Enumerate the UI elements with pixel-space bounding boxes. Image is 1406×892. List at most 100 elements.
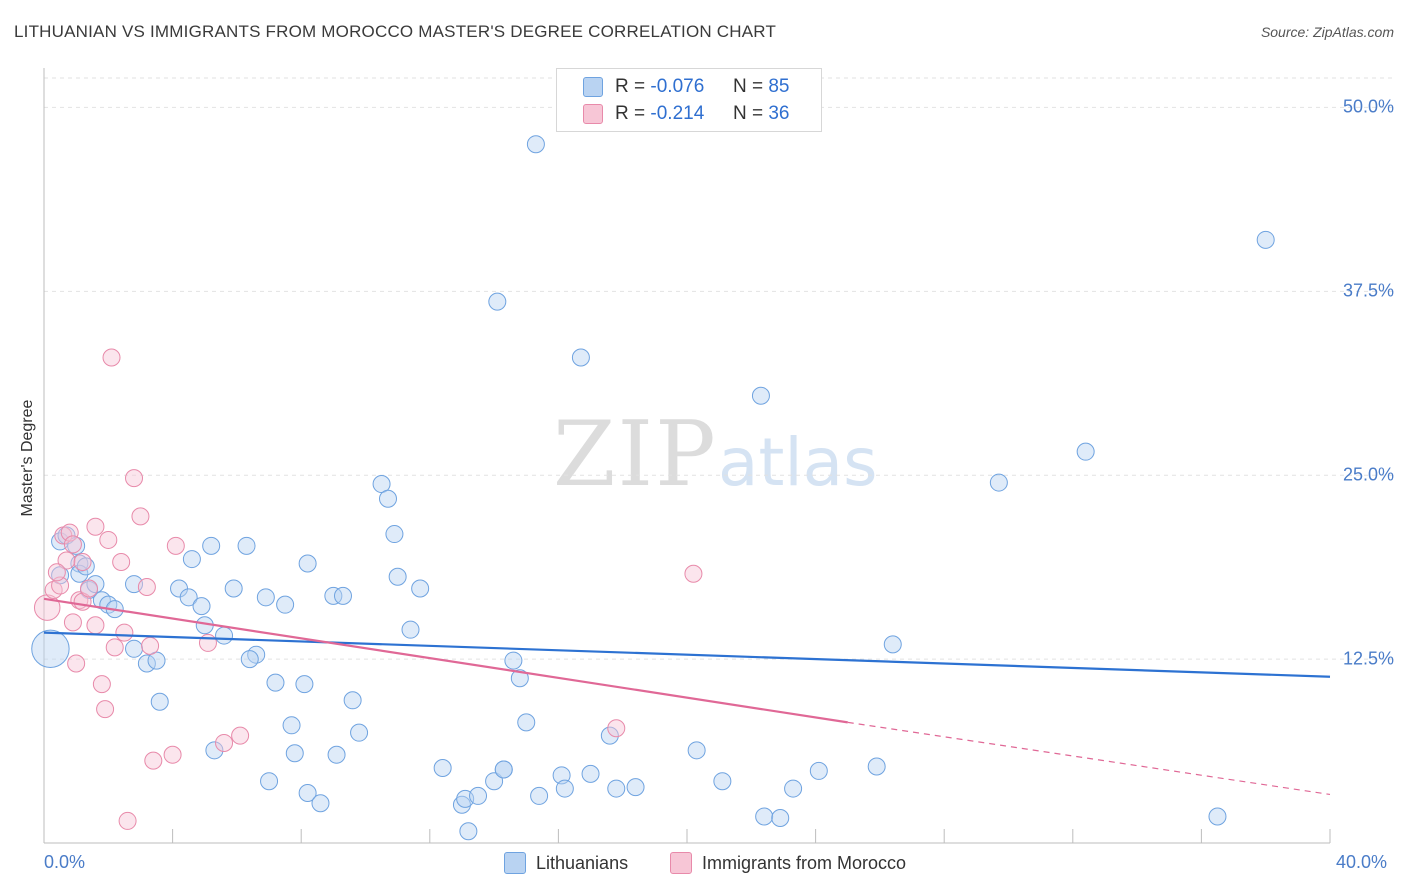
bottom-legend-lithuanians: Lithuanians [504, 852, 628, 874]
legend-n-label: N = [732, 76, 764, 97]
y-tick-label: 12.5% [1342, 648, 1394, 669]
legend-r-label: R = [615, 76, 646, 97]
bottom-legend-label-morocco: Immigrants from Morocco [702, 852, 907, 873]
point-lithuanians [411, 579, 430, 598]
point-lithuanians [494, 760, 513, 779]
point-morocco [163, 745, 182, 764]
point-lithuanians [298, 783, 317, 802]
legend-n-label: N = [732, 103, 764, 124]
y-tick-label: 50.0% [1342, 96, 1394, 117]
point-lithuanians [240, 650, 259, 669]
point-lithuanians [626, 778, 645, 797]
point-lithuanians [433, 758, 452, 777]
point-morocco [80, 579, 99, 598]
correlation-legend: R = -0.076 N = 85 R = -0.214 N = 36 [556, 68, 822, 132]
legend-swatch-lithuanians [583, 77, 603, 97]
point-morocco [63, 535, 82, 554]
watermark-atlas: atlas [718, 424, 878, 501]
legend-r-value-lithuanians: -0.076 [650, 76, 705, 97]
point-lithuanians [179, 588, 198, 607]
point-lithuanians [295, 675, 314, 694]
point-lithuanians [125, 639, 144, 658]
point-lithuanians [266, 673, 285, 692]
point-morocco [67, 654, 86, 673]
point-morocco [57, 551, 76, 570]
point-lithuanians [607, 779, 626, 798]
trend-line-morocco-extension [847, 721, 1331, 796]
source-label: Source: ZipAtlas.com [1260, 24, 1394, 40]
point-morocco [166, 536, 185, 555]
legend-row-lithuanians: R = -0.076 N = 85 [583, 75, 789, 99]
point-lithuanians [517, 713, 536, 732]
point-lithuanians [333, 586, 352, 605]
point-lithuanians [285, 744, 304, 763]
legend-n-value-morocco: 36 [768, 103, 790, 124]
trend-line-morocco [43, 597, 848, 724]
point-morocco [684, 564, 703, 583]
point-lithuanians [324, 586, 343, 605]
bottom-legend-swatch-lithuanians [504, 852, 526, 874]
y-tick-label: 25.0% [1342, 464, 1394, 485]
point-lithuanians [526, 135, 545, 154]
point-lithuanians [70, 564, 89, 583]
point-lithuanians [1208, 807, 1227, 826]
point-lithuanians [327, 745, 346, 764]
point-morocco [86, 517, 105, 536]
point-morocco [105, 638, 124, 657]
point-lithuanians [1256, 230, 1275, 249]
point-lithuanians [469, 786, 488, 805]
point-lithuanians [600, 726, 619, 745]
point-lithuanians [485, 772, 504, 791]
point-lithuanians [771, 808, 790, 827]
point-lithuanians [379, 489, 398, 508]
point-morocco [99, 530, 118, 549]
watermark-zip: ZIP [553, 402, 718, 507]
point-lithuanians [581, 764, 600, 783]
point-lithuanians [555, 779, 574, 798]
point-morocco [137, 578, 156, 597]
point-lithuanians [1076, 442, 1095, 461]
point-morocco [115, 623, 134, 642]
legend-r-value-morocco: -0.214 [650, 103, 705, 124]
point-lithuanians [552, 766, 571, 785]
point-lithuanians [401, 620, 420, 639]
point-lithuanians [276, 595, 295, 614]
point-lithuanians [388, 567, 407, 586]
chart-title: LITHUANIAN VS IMMIGRANTS FROM MOROCCO MA… [14, 22, 777, 41]
point-lithuanians [192, 597, 211, 616]
point-morocco [92, 675, 111, 694]
point-lithuanians [530, 786, 549, 805]
point-lithuanians [256, 588, 275, 607]
point-lithuanians [350, 723, 369, 742]
point-lithuanians [260, 772, 279, 791]
point-lithuanians [311, 794, 330, 813]
point-lithuanians [755, 807, 774, 826]
point-morocco [125, 469, 144, 488]
point-morocco [96, 700, 115, 719]
point-lithuanians [343, 691, 362, 710]
point-morocco [607, 719, 626, 738]
point-lithuanians [282, 716, 301, 735]
point-morocco [144, 751, 163, 770]
legend-swatch-morocco [583, 104, 603, 124]
point-lithuanians [751, 386, 770, 405]
point-lithuanians [809, 761, 828, 780]
point-morocco [86, 616, 105, 635]
point-lithuanians [298, 554, 317, 573]
point-morocco [47, 563, 66, 582]
point-lithuanians [237, 536, 256, 555]
point-morocco [231, 726, 250, 745]
point-morocco [141, 636, 160, 655]
point-morocco [63, 613, 82, 632]
point-lithuanians [459, 822, 478, 841]
point-lithuanians [784, 779, 803, 798]
point-lithuanians [205, 741, 224, 760]
point-lithuanians [687, 741, 706, 760]
point-lithuanians [215, 626, 234, 645]
point-lithuanians [31, 629, 70, 669]
point-lithuanians [504, 651, 523, 670]
x-tick-label-min: 0.0% [44, 852, 86, 872]
trend-line-lithuanians [43, 631, 1331, 678]
point-lithuanians [713, 772, 732, 791]
bottom-legend-morocco: Immigrants from Morocco [670, 852, 906, 874]
